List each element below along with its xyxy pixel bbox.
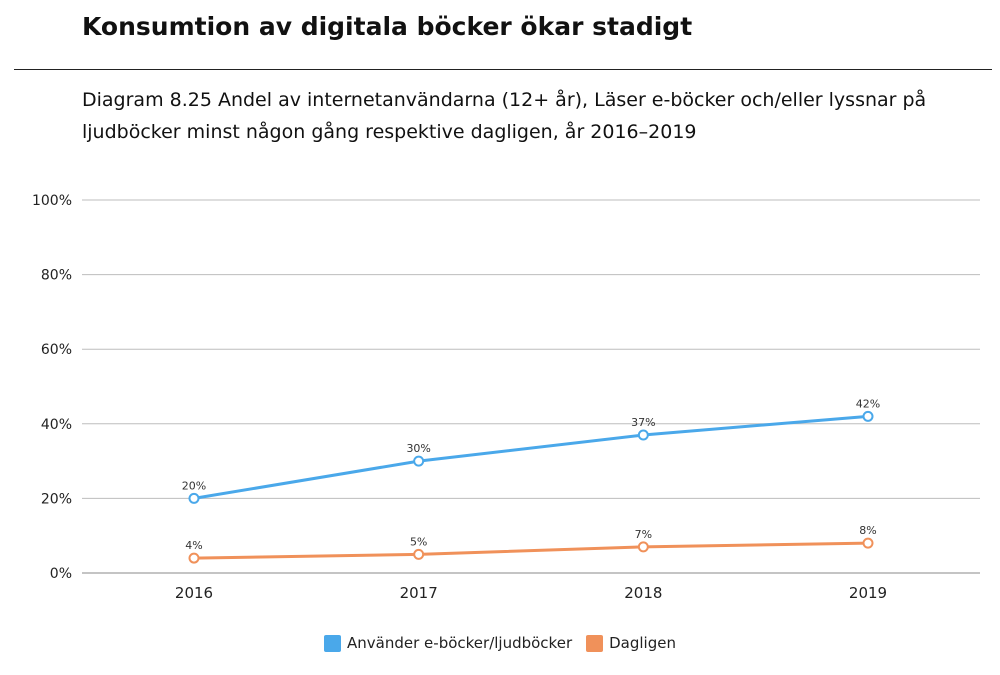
legend-label-series-1: Använder e-böcker/ljudböcker bbox=[347, 634, 573, 652]
series-line-2 bbox=[193, 541, 869, 560]
data-label: 7% bbox=[635, 528, 652, 541]
legend-item-series-2[interactable]: Dagligen bbox=[586, 634, 676, 652]
y-tick-label: 0% bbox=[50, 566, 72, 582]
y-tick-label: 60% bbox=[41, 342, 72, 358]
data-point bbox=[862, 537, 874, 549]
y-tick-label: 40% bbox=[41, 417, 72, 433]
data-point bbox=[637, 429, 649, 441]
data-point bbox=[413, 548, 425, 560]
series-line-1 bbox=[193, 414, 869, 500]
data-label: 4% bbox=[185, 539, 202, 552]
data-label: 42% bbox=[856, 397, 880, 410]
x-tick-label: 2019 bbox=[849, 584, 887, 602]
data-label: 37% bbox=[631, 416, 655, 429]
x-tick-label: 2017 bbox=[400, 584, 438, 602]
data-label: 20% bbox=[182, 479, 206, 492]
legend-item-series-1[interactable]: Använder e-böcker/ljudböcker bbox=[324, 634, 572, 652]
heading-divider bbox=[14, 69, 992, 70]
legend-label-series-2: Dagligen bbox=[609, 634, 676, 652]
data-point bbox=[188, 552, 200, 564]
y-tick-label: 100% bbox=[32, 193, 72, 209]
x-tick-label: 2016 bbox=[175, 584, 213, 602]
page-heading: Konsumtion av digitala böcker ökar stadi… bbox=[82, 12, 693, 41]
chart-subtitle: Diagram 8.25 Andel av internetanvändarna… bbox=[82, 89, 927, 143]
y-tick-label: 80% bbox=[41, 268, 72, 284]
data-label: 5% bbox=[410, 535, 427, 548]
chart-legend: Använder e-böcker/ljudböcker Dagligen bbox=[0, 634, 1000, 652]
legend-swatch-series-2 bbox=[586, 634, 604, 652]
data-label: 8% bbox=[859, 524, 876, 537]
y-tick-label: 20% bbox=[41, 491, 72, 507]
data-label: 30% bbox=[406, 442, 430, 455]
data-point bbox=[413, 455, 425, 467]
legend-swatch-series-1 bbox=[324, 634, 342, 652]
x-tick-label: 2018 bbox=[624, 584, 662, 602]
data-point bbox=[188, 492, 200, 504]
data-point bbox=[637, 541, 649, 553]
data-point bbox=[862, 410, 874, 422]
line-chart: 0% 20% 40% 60% 80% 100% 2016 2017 2018 2019 20% 30%… bbox=[32, 193, 980, 602]
